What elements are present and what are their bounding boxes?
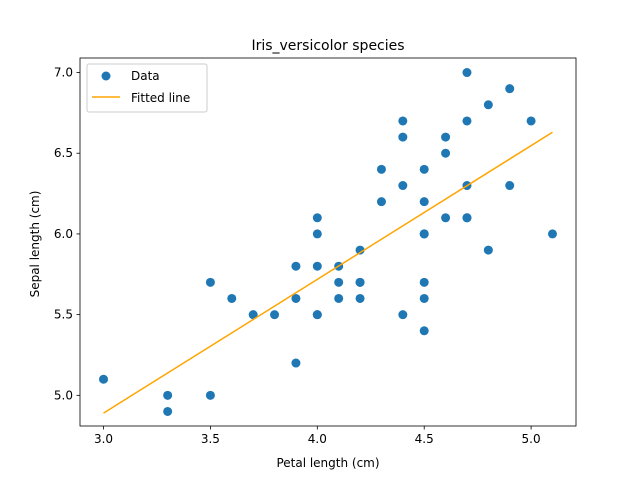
x-tick-label: 3.0 [94, 432, 113, 446]
data-point [205, 277, 215, 287]
data-point [99, 374, 109, 384]
y-tick-label: 7.0 [54, 66, 73, 80]
data-point [419, 197, 429, 207]
data-point [291, 358, 301, 368]
x-axis-ticks: 3.0 3.5 4.0 4.5 5.0 [94, 426, 541, 446]
y-axis-ticks: 5.0 5.5 6.0 6.5 7.0 [54, 66, 80, 402]
data-point [462, 116, 472, 126]
data-point [376, 164, 386, 174]
scatter-points [99, 68, 557, 416]
data-point [334, 293, 344, 303]
data-point [462, 213, 472, 223]
data-point [526, 116, 536, 126]
legend-frame [86, 63, 208, 113]
data-point [312, 229, 322, 239]
data-point [505, 181, 515, 191]
legend: Data Fitted line [86, 63, 208, 113]
data-point [312, 261, 322, 271]
data-point [483, 245, 493, 255]
data-point [163, 390, 173, 400]
data-point [163, 406, 173, 416]
data-point [462, 68, 472, 78]
fitted-line-layer [103, 131, 553, 414]
data-point [312, 310, 322, 320]
data-point [312, 213, 322, 223]
data-point [419, 164, 429, 174]
data-point [441, 132, 451, 142]
data-point [291, 293, 301, 303]
data-point [355, 293, 365, 303]
legend-data-label: Data [131, 69, 160, 83]
data-point [355, 277, 365, 287]
y-tick-label: 6.0 [54, 227, 73, 241]
chart-title: Iris_versicolor species [251, 38, 404, 54]
data-point [419, 277, 429, 287]
legend-fitted-line-label: Fitted line [131, 91, 190, 105]
data-point [505, 84, 515, 94]
y-tick-label: 6.5 [54, 146, 73, 160]
data-point [248, 310, 258, 320]
data-point [227, 293, 237, 303]
data-point [547, 229, 557, 239]
data-point [334, 277, 344, 287]
data-point [291, 261, 301, 271]
data-point [398, 116, 408, 126]
x-tick-label: 4.5 [415, 432, 434, 446]
y-tick-label: 5.5 [54, 308, 73, 322]
data-point [398, 132, 408, 142]
data-point [355, 245, 365, 255]
data-point [483, 100, 493, 110]
data-point [270, 310, 280, 320]
data-point [441, 213, 451, 223]
x-tick-label: 5.0 [522, 432, 541, 446]
data-point [205, 390, 215, 400]
plot-area [79, 57, 577, 427]
x-axis-label: Petal length (cm) [276, 456, 379, 470]
y-axis-label: Sepal length (cm) [28, 191, 42, 298]
data-point [398, 181, 408, 191]
data-point [419, 326, 429, 336]
legend-data-marker [101, 71, 111, 81]
data-point [398, 310, 408, 320]
data-point [441, 148, 451, 158]
axes-frame [79, 57, 577, 427]
data-point [376, 197, 386, 207]
x-tick-label: 4.0 [308, 432, 327, 446]
fitted-line [103, 131, 553, 414]
x-tick-label: 3.5 [201, 432, 220, 446]
y-tick-label: 5.0 [54, 388, 73, 402]
data-point [419, 293, 429, 303]
data-point [419, 229, 429, 239]
